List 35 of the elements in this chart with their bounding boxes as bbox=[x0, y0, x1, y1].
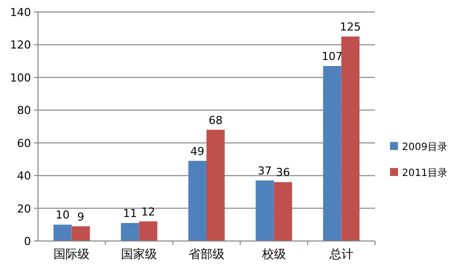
y-tick-label: 40 bbox=[17, 170, 31, 183]
x-tick-label: 国际级 bbox=[54, 247, 90, 261]
y-tick-label: 100 bbox=[10, 71, 31, 84]
x-tick-label: 省部级 bbox=[188, 247, 224, 261]
data-label: 11 bbox=[123, 207, 137, 220]
y-tick-label: 60 bbox=[17, 136, 31, 150]
data-label: 10 bbox=[56, 208, 70, 222]
bar bbox=[54, 224, 72, 241]
bar bbox=[274, 182, 292, 241]
data-label: 12 bbox=[141, 205, 156, 218]
data-label: 37 bbox=[258, 164, 272, 178]
bar bbox=[139, 221, 158, 241]
legend-label: 2009目录 bbox=[402, 142, 448, 153]
y-tick-label: 80 bbox=[17, 104, 31, 118]
bar bbox=[323, 66, 342, 241]
bar bbox=[120, 223, 140, 241]
data-label: 107 bbox=[322, 50, 343, 63]
data-label: 125 bbox=[340, 20, 361, 34]
data-label: 9 bbox=[77, 210, 84, 224]
bar bbox=[206, 130, 225, 241]
legend-label: 2011目录 bbox=[402, 168, 448, 179]
y-tick-label: 20 bbox=[17, 202, 31, 216]
bar bbox=[72, 226, 90, 241]
data-label: 36 bbox=[276, 166, 290, 180]
x-tick-label: 总计 bbox=[328, 247, 354, 261]
y-tick-label: 120 bbox=[10, 38, 31, 52]
y-tick-label: 140 bbox=[10, 6, 31, 19]
x-tick-label: 校级 bbox=[260, 247, 286, 261]
y-tick-label: 0 bbox=[24, 235, 31, 248]
data-label: 68 bbox=[208, 114, 223, 127]
data-label: 49 bbox=[190, 144, 204, 158]
bar bbox=[341, 36, 360, 241]
bar bbox=[256, 180, 274, 241]
x-tick-label: 国家级 bbox=[121, 247, 158, 261]
bar bbox=[188, 160, 206, 241]
